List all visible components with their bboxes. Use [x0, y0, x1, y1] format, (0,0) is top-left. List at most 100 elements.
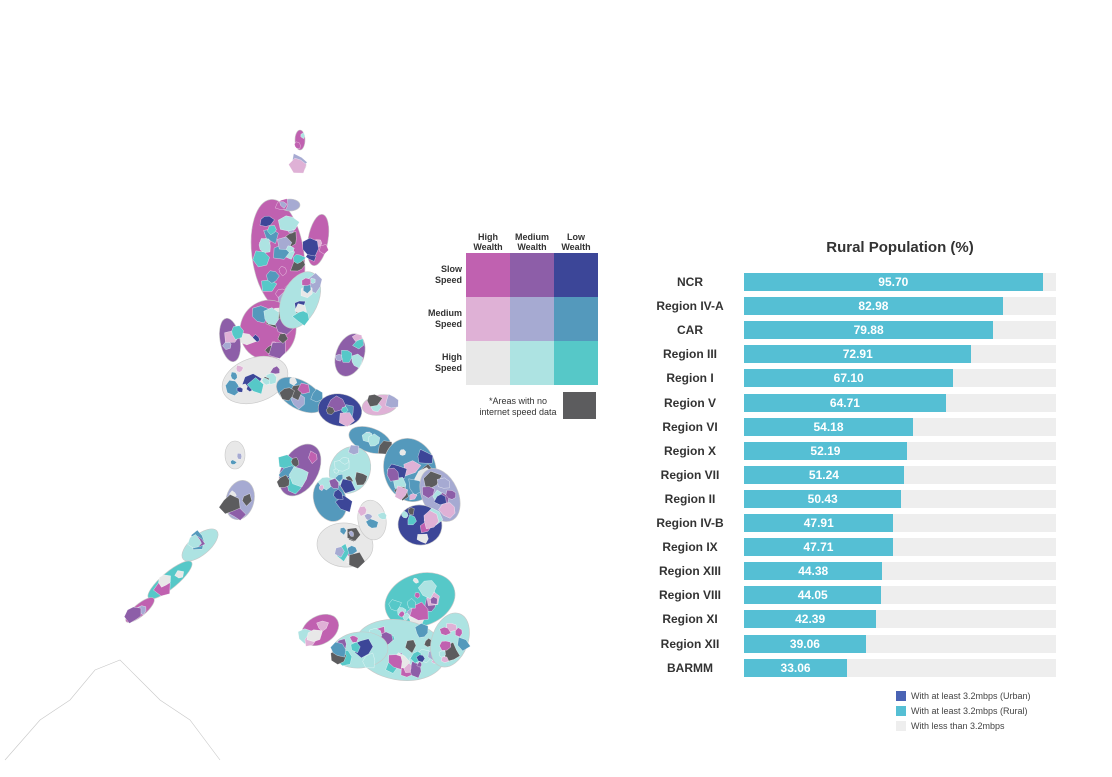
municipality-patch[interactable]	[277, 332, 289, 344]
bar-remainder[interactable]: 47.71	[744, 538, 1056, 557]
municipality-patch[interactable]	[297, 381, 313, 396]
municipality-patch[interactable]	[417, 578, 440, 602]
bar-rural[interactable]	[744, 586, 882, 605]
island-region[interactable]	[316, 390, 365, 429]
municipality-patch[interactable]	[301, 237, 320, 257]
municipality-patch[interactable]	[338, 477, 359, 496]
island-region[interactable]	[299, 212, 335, 268]
municipality-patch[interactable]	[399, 449, 407, 456]
municipality-patch[interactable]	[278, 266, 288, 277]
municipality-patch[interactable]	[334, 493, 355, 516]
municipality-patch[interactable]	[236, 386, 244, 394]
island-region[interactable]	[395, 501, 445, 548]
municipality-patch[interactable]	[352, 336, 366, 350]
legend-item[interactable]: With at least 3.2mbps (Urban)	[896, 689, 1096, 704]
island-region[interactable]	[322, 438, 379, 500]
municipality-patch[interactable]	[218, 493, 243, 518]
municipality-patch[interactable]	[241, 383, 249, 392]
bar-remainder[interactable]: 47.91	[744, 514, 1056, 532]
island-region[interactable]	[307, 471, 357, 526]
municipality-patch[interactable]	[294, 141, 301, 149]
municipality-patch[interactable]	[261, 376, 271, 386]
island-region[interactable]	[121, 592, 158, 626]
bar-remainder[interactable]: 44.05	[744, 586, 1056, 605]
bar-rural[interactable]	[744, 489, 902, 508]
island-region[interactable]	[355, 498, 391, 542]
municipality-patch[interactable]	[422, 510, 441, 531]
municipality-patch[interactable]	[288, 376, 299, 387]
bar-rural[interactable]	[744, 514, 894, 532]
municipality-patch[interactable]	[235, 363, 244, 373]
municipality-patch[interactable]	[319, 243, 329, 255]
bar-rural[interactable]	[744, 273, 1043, 291]
municipality-patch[interactable]	[406, 598, 418, 611]
municipality-patch[interactable]	[310, 388, 326, 405]
municipality-patch[interactable]	[339, 527, 347, 536]
island-region[interactable]	[270, 370, 329, 420]
municipality-patch[interactable]	[388, 597, 404, 613]
municipality-patch[interactable]	[300, 276, 313, 288]
island-region[interactable]	[288, 153, 308, 174]
municipality-patch[interactable]	[267, 225, 277, 236]
municipality-patch[interactable]	[362, 652, 376, 669]
municipality-patch[interactable]	[420, 483, 437, 500]
bar-remainder[interactable]: 54.18	[744, 417, 1056, 436]
municipality-patch[interactable]	[402, 612, 411, 622]
bar-rural[interactable]	[744, 465, 904, 484]
municipality-patch[interactable]	[429, 596, 439, 606]
municipality-patch[interactable]	[455, 636, 472, 653]
municipality-patch[interactable]	[438, 639, 452, 653]
municipality-patch[interactable]	[413, 622, 429, 639]
municipality-patch[interactable]	[416, 654, 426, 663]
municipality-patch[interactable]	[348, 530, 354, 537]
municipality-patch[interactable]	[438, 626, 452, 637]
municipality-patch[interactable]	[386, 466, 400, 482]
municipality-patch[interactable]	[338, 411, 356, 428]
bar-rural[interactable]	[744, 417, 914, 436]
island-region[interactable]	[377, 563, 462, 636]
municipality-patch[interactable]	[440, 655, 450, 663]
municipality-patch[interactable]	[252, 249, 271, 268]
municipality-patch[interactable]	[384, 393, 400, 409]
legend-item[interactable]: With less than 3.2mbps	[896, 719, 1096, 734]
island-region[interactable]	[216, 348, 295, 413]
municipality-patch[interactable]	[185, 534, 202, 551]
bar-remainder[interactable]: 82.98	[744, 297, 1056, 316]
bar-rural[interactable]	[744, 369, 954, 388]
municipality-patch[interactable]	[241, 492, 253, 507]
municipality-patch[interactable]	[230, 459, 238, 465]
municipality-patch[interactable]	[301, 283, 312, 294]
municipality-patch[interactable]	[325, 406, 335, 415]
municipality-patch[interactable]	[348, 551, 366, 569]
bar-rural[interactable]	[744, 297, 1003, 316]
municipality-patch[interactable]	[351, 471, 368, 488]
municipality-patch[interactable]	[332, 488, 344, 502]
municipality-patch[interactable]	[365, 518, 380, 530]
island-region[interactable]	[329, 630, 389, 672]
philippines-choropleth-map[interactable]	[0, 110, 640, 777]
island-region[interactable]	[315, 521, 375, 570]
municipality-patch[interactable]	[437, 500, 458, 522]
bar-rural[interactable]	[744, 610, 877, 629]
municipality-patch[interactable]	[278, 214, 301, 232]
bar-remainder[interactable]: 95.70	[744, 273, 1056, 291]
municipality-patch[interactable]	[300, 132, 305, 139]
bar-remainder[interactable]: 67.10	[744, 369, 1056, 388]
bar-remainder[interactable]: 51.24	[744, 465, 1056, 484]
municipality-patch[interactable]	[305, 450, 319, 465]
island-region[interactable]	[424, 608, 480, 674]
municipality-patch[interactable]	[231, 325, 245, 340]
municipality-patch[interactable]	[444, 487, 458, 501]
municipality-patch[interactable]	[318, 484, 325, 491]
bar-remainder[interactable]: 64.71	[744, 393, 1056, 412]
island-region[interactable]	[216, 316, 248, 364]
municipality-patch[interactable]	[277, 385, 295, 403]
bar-remainder[interactable]: 50.43	[744, 489, 1056, 508]
municipality-patch[interactable]	[328, 478, 341, 491]
municipality-patch[interactable]	[246, 376, 267, 398]
municipality-patch[interactable]	[350, 641, 361, 654]
island-region[interactable]	[271, 264, 329, 335]
municipality-patch[interactable]	[156, 571, 174, 589]
bar-rural[interactable]	[744, 634, 866, 653]
municipality-patch[interactable]	[236, 453, 242, 460]
